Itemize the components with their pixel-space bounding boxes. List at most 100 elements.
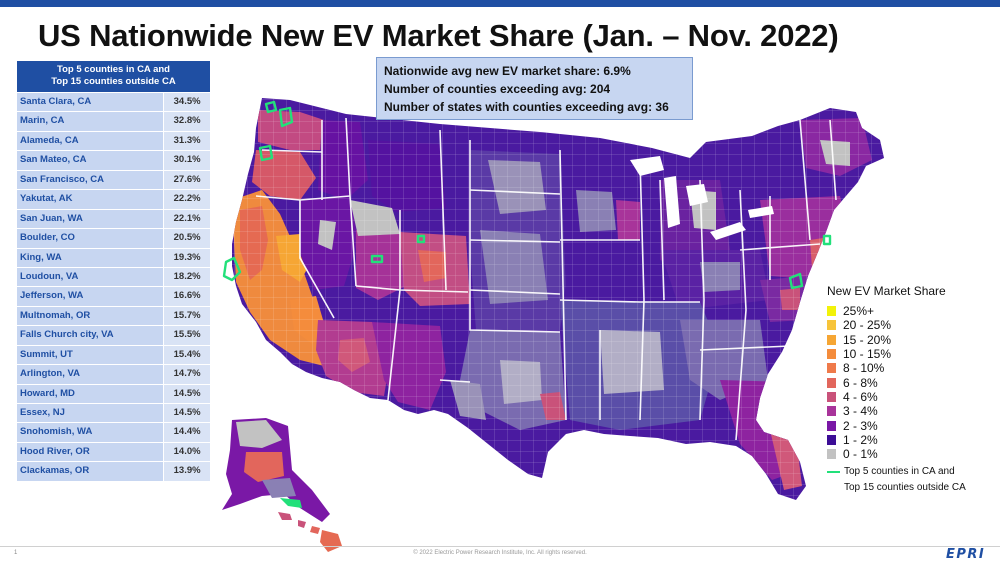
legend-swatch bbox=[827, 349, 836, 360]
legend-item: 2 - 3% bbox=[827, 418, 997, 433]
legend-highlight-label-line1: Top 5 counties in CA and bbox=[844, 466, 955, 478]
legend-swatch bbox=[827, 306, 836, 317]
alaska-shape bbox=[222, 418, 330, 522]
county-share-cell: 14.5% bbox=[164, 384, 210, 403]
county-share-cell: 34.5% bbox=[164, 93, 210, 112]
legend-swatch bbox=[827, 363, 836, 374]
legend-swatch bbox=[827, 320, 836, 331]
county-share-cell: 15.5% bbox=[164, 326, 210, 345]
legend-label: 10 - 15% bbox=[843, 347, 892, 362]
legend-item: 10 - 15% bbox=[827, 347, 997, 361]
county-name-cell: Summit, UT bbox=[17, 345, 164, 365]
table-row: Loudoun, VA 18.2% bbox=[17, 266, 210, 287]
footer-divider bbox=[0, 546, 1000, 547]
table-row: Howard, MD 14.5% bbox=[17, 383, 210, 403]
legend-item: 1 - 2% bbox=[827, 433, 997, 447]
top-accent-bar bbox=[0, 0, 1000, 7]
legend-swatch bbox=[827, 449, 836, 460]
county-share-cell: 31.3% bbox=[164, 131, 210, 151]
legend-swatch bbox=[827, 406, 836, 417]
legend-label: 1 - 2% bbox=[843, 432, 878, 447]
county-name-cell: Snohomish, WA bbox=[17, 423, 164, 442]
county-share-cell: 20.5% bbox=[164, 229, 210, 248]
table-row: Marin, CA 32.8% bbox=[17, 111, 210, 131]
table-row: San Juan, WA 22.1% bbox=[17, 208, 210, 229]
legend-label: 0 - 1% bbox=[843, 447, 878, 462]
county-name-cell: Arlington, VA bbox=[17, 365, 164, 384]
table-row: Alameda, CA 31.3% bbox=[17, 130, 210, 151]
legend-item: 15 - 20% bbox=[827, 333, 997, 347]
county-name-cell: Essex, NJ bbox=[17, 404, 164, 423]
county-share-cell: 14.7% bbox=[164, 365, 210, 384]
table-header: Top 5 counties in CA and Top 15 counties… bbox=[17, 61, 210, 92]
table-header-line1: Top 5 counties in CA and bbox=[57, 64, 170, 75]
county-share-cell: 14.5% bbox=[164, 404, 210, 423]
legend-swatch bbox=[827, 434, 836, 445]
legend-highlight-label: Top 5 counties in CA and Top 15 counties… bbox=[844, 464, 966, 496]
county-name-cell: Clackamas, OR bbox=[17, 462, 164, 481]
county-name-cell: King, WA bbox=[17, 248, 164, 267]
table-row: Arlington, VA 14.7% bbox=[17, 364, 210, 384]
county-name-cell: Marin, CA bbox=[17, 112, 164, 131]
stats-box: Nationwide avg new EV market share: 6.9%… bbox=[376, 57, 693, 120]
county-name-cell: Multnomah, OR bbox=[17, 306, 164, 326]
legend-label: 4 - 6% bbox=[843, 389, 878, 404]
county-share-cell: 15.4% bbox=[164, 345, 210, 365]
legend-item: 20 - 25% bbox=[827, 318, 997, 332]
legend-item: 3 - 4% bbox=[827, 404, 997, 418]
table-row: Jefferson, WA 16.6% bbox=[17, 286, 210, 306]
table-row: Multnomah, OR 15.7% bbox=[17, 305, 210, 326]
table-row: Essex, NJ 14.5% bbox=[17, 403, 210, 423]
stats-counties-exceeding: Number of counties exceeding avg: 204 bbox=[384, 82, 611, 96]
county-share-cell: 14.0% bbox=[164, 442, 210, 462]
county-name-cell: Jefferson, WA bbox=[17, 287, 164, 306]
map-legend: New EV Market Share 25%+ 20 - 25% 15 - 20%… bbox=[827, 284, 997, 496]
county-share-cell: 32.8% bbox=[164, 112, 210, 131]
table-row: San Francisco, CA 27.6% bbox=[17, 169, 210, 190]
table-row: Summit, UT 15.4% bbox=[17, 344, 210, 365]
legend-label: 25%+ bbox=[843, 304, 875, 319]
slide-title: US Nationwide New EV Market Share (Jan. … bbox=[38, 18, 839, 53]
legend-item: 4 - 6% bbox=[827, 390, 997, 404]
county-share-cell: 16.6% bbox=[164, 287, 210, 306]
county-share-cell: 30.1% bbox=[164, 151, 210, 170]
county-name-cell: Falls Church city, VA bbox=[17, 326, 164, 345]
legend-green-line-icon bbox=[827, 471, 840, 474]
county-name-cell: Boulder, CO bbox=[17, 229, 164, 248]
legend-swatch bbox=[827, 334, 836, 345]
county-name-cell: San Francisco, CA bbox=[17, 170, 164, 190]
table-row: Falls Church city, VA 15.5% bbox=[17, 325, 210, 345]
table-row: King, WA 19.3% bbox=[17, 247, 210, 267]
legend-item: 25%+ bbox=[827, 304, 997, 318]
county-share-cell: 13.9% bbox=[164, 462, 210, 481]
county-share-cell: 22.1% bbox=[164, 209, 210, 229]
county-name-cell: San Mateo, CA bbox=[17, 151, 164, 170]
legend-highlight-entry: Top 5 counties in CA and Top 15 counties… bbox=[827, 464, 997, 496]
county-name-cell: Loudoun, VA bbox=[17, 267, 164, 287]
legend-label: 20 - 25% bbox=[843, 318, 892, 333]
stats-avg-share: Nationwide avg new EV market share: 6.9% bbox=[384, 64, 631, 78]
legend-label: 3 - 4% bbox=[843, 404, 878, 419]
legend-items: 25%+ 20 - 25% 15 - 20% 10 - 15% 8 - 10% 6 - 8… bbox=[827, 304, 997, 461]
legend-label: 15 - 20% bbox=[843, 332, 892, 347]
county-share-cell: 14.4% bbox=[164, 423, 210, 442]
county-share-cell: 19.3% bbox=[164, 248, 210, 267]
table-row: Snohomish, WA 14.4% bbox=[17, 422, 210, 442]
table-rows: Santa Clara, CA 34.5% Marin, CA 32.8% Alamed… bbox=[17, 92, 210, 481]
epri-logo: EPRI bbox=[946, 547, 986, 562]
county-name-cell: Hood River, OR bbox=[17, 442, 164, 462]
county-share-cell: 27.6% bbox=[164, 170, 210, 190]
legend-item: 8 - 10% bbox=[827, 361, 997, 375]
county-name-cell: San Juan, WA bbox=[17, 209, 164, 229]
legend-label: 8 - 10% bbox=[843, 361, 885, 376]
legend-item: 0 - 1% bbox=[827, 447, 997, 461]
top-counties-table: Top 5 counties in CA and Top 15 counties… bbox=[17, 61, 210, 481]
copyright-text: © 2022 Electric Power Research Institute… bbox=[413, 550, 587, 556]
legend-swatch bbox=[827, 391, 836, 402]
legend-label: 6 - 8% bbox=[843, 375, 878, 390]
legend-swatch bbox=[827, 377, 836, 388]
legend-title: New EV Market Share bbox=[827, 284, 946, 298]
table-row: Yakutat, AK 22.2% bbox=[17, 189, 210, 209]
legend-label: 2 - 3% bbox=[843, 418, 878, 433]
